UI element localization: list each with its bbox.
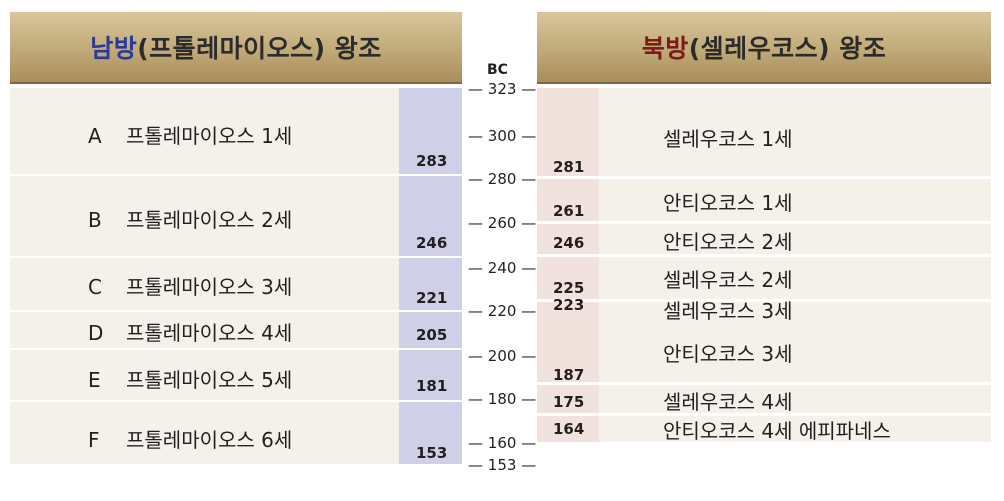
north-year-7: 175: [553, 393, 585, 411]
north-row-bg-5: [537, 302, 991, 382]
axis-tick-value: 160: [487, 434, 517, 452]
axis-tick-value: 180: [487, 390, 517, 408]
north-king-3: 안티오코스 2세: [663, 230, 793, 254]
axis-tick-value: 280: [487, 170, 517, 188]
axis-tick: — 240 —: [468, 259, 537, 277]
north-title-rest: (셀레우코스) 왕조: [688, 34, 887, 63]
north-reign-bar-3: [537, 224, 599, 254]
north-year-5: 223: [553, 296, 585, 314]
axis-tick: — 280 —: [468, 170, 537, 188]
north-year-6: 187: [553, 366, 585, 384]
north-row-bg-6: [537, 385, 991, 413]
north-year-8: 164: [553, 420, 585, 438]
south-king-name: 프톨레마이오스 6세: [126, 428, 293, 452]
south-dynasty-header: 남방 (프톨레마이오스) 왕조: [10, 12, 462, 84]
axis-tick-value: 200: [487, 347, 517, 365]
axis-tick-value: 260: [487, 214, 517, 232]
south-reign-bar-e: [399, 350, 462, 400]
north-king-6: 안티오코스 3세: [663, 342, 793, 366]
south-year-a: 283: [416, 152, 448, 170]
north-king-2: 안티오코스 1세: [663, 191, 793, 215]
north-reign-bar-7: [537, 416, 599, 442]
south-year-d: 205: [416, 326, 448, 344]
south-king-letter: E: [88, 368, 101, 392]
south-king-a: A 프톨레마이오스 1세: [88, 120, 292, 149]
axis-tick-value: 220: [487, 302, 517, 320]
south-reign-bar-c: [399, 258, 462, 310]
axis-tick: — 160 —: [468, 434, 537, 452]
south-reign-bar-f: [399, 402, 462, 464]
south-title-rest: (프톨레마이오스) 왕조: [137, 34, 382, 63]
axis-tick: — 180 —: [468, 390, 537, 408]
north-reign-bar-2: [537, 179, 599, 221]
south-row-bg-f: [10, 402, 462, 464]
south-reign-bar-b: [399, 176, 462, 256]
south-row-bg-d: [10, 312, 462, 348]
south-king-f: F 프톨레마이오스 6세: [88, 424, 292, 453]
south-title-highlight: 남방: [90, 34, 138, 63]
north-year-3: 246: [553, 234, 585, 252]
south-year-c: 221: [416, 289, 448, 307]
south-king-c: C 프톨레마이오스 3세: [88, 271, 292, 300]
south-king-name: 프톨레마이오스 4세: [126, 321, 293, 345]
south-row-bg-e: [10, 350, 462, 400]
south-king-letter: A: [88, 124, 102, 148]
north-year-1: 281: [553, 158, 585, 176]
axis-tick: — 200 —: [468, 347, 537, 365]
axis-tick: — 300 —: [468, 127, 537, 145]
north-row-bg-3: [537, 224, 991, 254]
north-king-8: 안티오코스 4세 에피파네스: [663, 419, 891, 443]
south-reign-bar-a: [399, 88, 462, 174]
north-reign-bar-4: [537, 257, 599, 299]
south-king-name: 프톨레마이오스 5세: [126, 368, 293, 392]
south-king-e: E 프톨레마이오스 5세: [88, 364, 292, 393]
axis-tick-value: 323: [487, 80, 517, 98]
north-row-bg-7: [537, 416, 991, 442]
north-reign-bar-6: [537, 385, 599, 413]
axis-tick-value: 240: [487, 259, 517, 277]
south-row-bg-c: [10, 258, 462, 310]
north-row-bg-4: [537, 257, 991, 299]
north-title-highlight: 북방: [641, 34, 689, 63]
north-row-bg-1: [537, 88, 991, 176]
south-king-b: B 프톨레마이오스 2세: [88, 204, 292, 233]
axis-tick-value: 153: [487, 456, 517, 474]
north-reign-bar-1: [537, 88, 599, 176]
south-king-letter: D: [88, 321, 104, 345]
south-king-letter: C: [88, 275, 102, 299]
south-row-bg-a: [10, 88, 462, 174]
axis-tick-value: 300: [487, 127, 517, 145]
axis-tick: — 220 —: [468, 302, 537, 320]
south-row-bg-b: [10, 176, 462, 256]
north-year-4: 225: [553, 279, 585, 297]
north-king-7: 셀레우코스 4세: [663, 390, 793, 414]
north-king-1: 셀레우코스 1세: [663, 127, 793, 151]
north-king-5: 셀레우코스 3세: [663, 299, 793, 323]
south-king-d: D 프톨레마이오스 4세: [88, 317, 292, 346]
south-king-name: 프톨레마이오스 1세: [126, 124, 293, 148]
south-reign-bar-d: [399, 312, 462, 348]
south-year-b: 246: [416, 234, 448, 252]
axis-tick: — 153 —: [468, 456, 537, 474]
south-year-f: 153: [416, 444, 448, 462]
south-king-letter: F: [88, 428, 100, 452]
south-king-name: 프톨레마이오스 2세: [126, 208, 293, 232]
north-king-4: 셀레우코스 2세: [663, 268, 793, 292]
axis-bc-label: BC: [487, 62, 508, 78]
south-king-name: 프톨레마이오스 3세: [126, 275, 293, 299]
axis-tick: — 260 —: [468, 214, 537, 232]
axis-tick: — 323 —: [468, 80, 537, 98]
north-year-2: 261: [553, 202, 585, 220]
north-reign-bar-5: [537, 302, 599, 382]
north-dynasty-header: 북방 (셀레우코스) 왕조: [537, 12, 991, 84]
north-row-bg-2: [537, 179, 991, 221]
south-year-e: 181: [416, 377, 448, 395]
south-king-letter: B: [88, 208, 102, 232]
